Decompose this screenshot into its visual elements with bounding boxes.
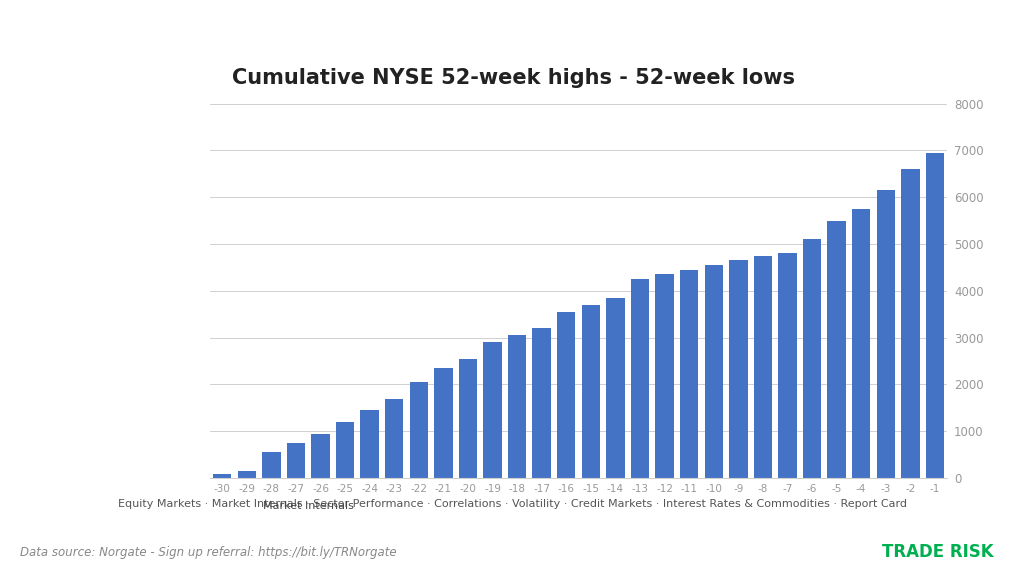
Bar [360,410,379,478]
Text: SMW | EP. 570: SMW | EP. 570 [31,31,174,48]
Bar [483,342,502,478]
Bar [459,359,477,478]
Bar [655,275,674,478]
Bar [311,434,330,478]
Text: Data source: Norgate - Sign up referral: https://bit.ly/TRNorgate: Data source: Norgate - Sign up referral:… [20,545,397,559]
Bar [778,252,797,478]
Bar [705,265,723,478]
Text: TRADE RISK: TRADE RISK [882,543,993,561]
Bar [852,209,870,478]
Bar [803,240,821,478]
Bar [385,399,403,478]
Bar [557,312,575,478]
Bar [680,270,698,478]
Bar [926,153,944,478]
Text: Equity Markets · Market Internals · Sector Performance · Correlations · Volatili: Equity Markets · Market Internals · Sect… [118,499,906,509]
Bar [631,279,649,478]
Bar [287,443,305,478]
Bar [508,335,526,478]
Bar [336,422,354,478]
Text: Cumulative NYSE 52-week highs - 52-week lows: Cumulative NYSE 52-week highs - 52-week … [232,68,795,88]
Text: 03/12/2021: 03/12/2021 [58,69,146,84]
Text: Market Internals: Market Internals [263,501,353,511]
Bar [606,298,625,478]
Bar [532,328,551,478]
Bar [238,471,256,478]
Bar [410,382,428,478]
Bar [901,169,920,478]
Bar [754,256,772,478]
Bar [262,452,281,478]
Bar [877,190,895,478]
Bar [729,260,748,478]
Bar [582,305,600,478]
Bar [827,221,846,478]
Bar [434,368,453,478]
Bar [213,475,231,478]
